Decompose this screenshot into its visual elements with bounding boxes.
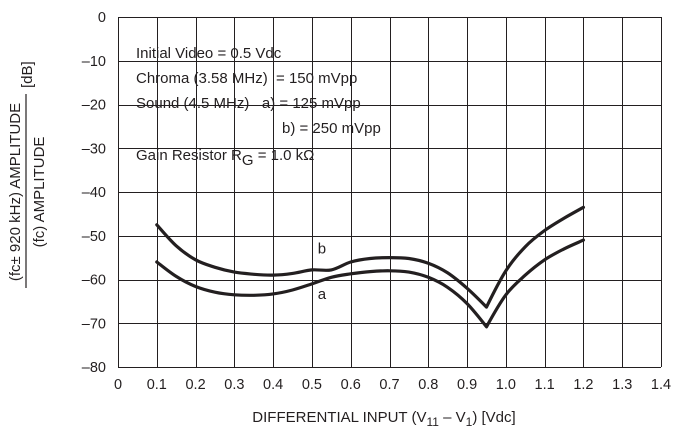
- annotation-line-4: b) = 250 mVpp: [282, 120, 381, 137]
- annotation-line-3: Sound (4.5 MHz) a) = 125 mVpp: [136, 95, 361, 112]
- x-tick-label: 0: [114, 377, 122, 393]
- x-tick-label: 0.9: [457, 377, 477, 393]
- annotation-line-5-tail: = 1.0 kΩ: [254, 147, 315, 164]
- x-tick-label: 0.4: [263, 377, 283, 393]
- grid: [118, 17, 662, 368]
- annotation-line-5-sub: G: [242, 152, 254, 169]
- x-tick-label: 1.1: [535, 377, 555, 393]
- x-axis-label-part-3: ) [Vdc]: [472, 409, 515, 426]
- x-tick-label: 0.1: [147, 377, 167, 393]
- annotation-box: Initial Video = 0.5 Vdc Chroma (3.58 MHz…: [136, 45, 381, 169]
- y-tick-label: –40: [82, 185, 106, 201]
- x-tick-label: 0.6: [341, 377, 361, 393]
- annotation-line-2: Chroma (3.58 MHz) = 150 mVpp: [136, 70, 357, 87]
- x-tick-label: 1.3: [612, 377, 632, 393]
- y-tick-label: –80: [82, 360, 106, 376]
- x-axis-label: DIFFERENTIAL INPUT (V11 – V1) [Vdc]: [252, 409, 515, 429]
- x-axis-label-part-2: – V: [439, 409, 466, 426]
- tick-labels: 0 0.1 0.2 0.3 0.4 0.5 0.6 0.7 0.8 0.9 1.0 1.1 1.2 1.3…: [82, 10, 671, 393]
- y-tick-label: –20: [82, 98, 106, 114]
- series-label-a: a: [318, 286, 327, 303]
- y-tick-label: –30: [82, 141, 106, 157]
- x-tick-label: 0.3: [224, 377, 244, 393]
- x-axis-label-part-1: DIFFERENTIAL INPUT (V: [252, 409, 426, 426]
- y-axis-label: (fc± 920 kHz) AMPLITUDE (fc) AMPLITUDE […: [7, 61, 48, 288]
- y-tick-label: –50: [82, 229, 106, 245]
- y-tick-label: –10: [82, 54, 106, 70]
- y-axis-label-line-2: (fc) AMPLITUDE: [31, 137, 48, 248]
- y-tick-label: –70: [82, 316, 106, 332]
- x-tick-label: 0.2: [185, 377, 205, 393]
- x-tick-label: 1.0: [496, 377, 516, 393]
- annotation-line-1: Initial Video = 0.5 Vdc: [136, 45, 282, 62]
- y-tick-label: 0: [98, 10, 106, 26]
- y-axis-label-unit: [dB]: [19, 61, 36, 88]
- x-tick-label: 0.5: [302, 377, 322, 393]
- x-tick-label: 0.8: [418, 377, 438, 393]
- series-label-b: b: [318, 240, 326, 257]
- series-lines: [155, 205, 585, 329]
- series-line-a: [155, 238, 585, 329]
- x-axis-label-sub-2: 1: [466, 415, 473, 429]
- annotation-line-5: Gain Resistor RG = 1.0 kΩ: [136, 147, 314, 169]
- y-tick-label: –60: [82, 273, 106, 289]
- x-tick-label: 1.4: [651, 377, 671, 393]
- x-axis-label-sub-1: 11: [426, 415, 439, 429]
- x-tick-label: 0.7: [379, 377, 399, 393]
- y-axis-label-line-1: (fc± 920 kHz) AMPLITUDE: [7, 103, 24, 281]
- x-tick-label: 1.2: [573, 377, 593, 393]
- annotation-line-5-main: Gain Resistor R: [136, 147, 242, 164]
- series-line-b: [155, 205, 585, 309]
